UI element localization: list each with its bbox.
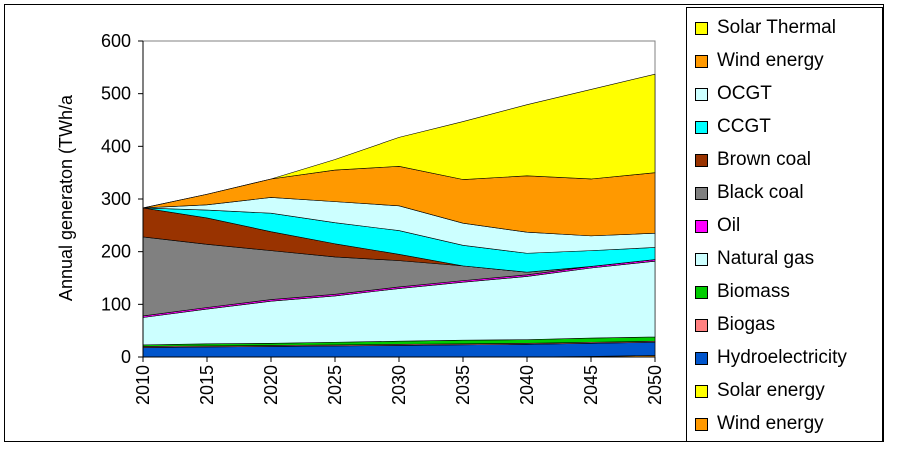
legend-swatch (695, 384, 708, 398)
legend-swatch (695, 87, 708, 101)
legend-item: Hydroelectricity (695, 343, 847, 373)
legend-item: Natural gas (695, 244, 814, 274)
legend-item: Brown coal (695, 145, 811, 175)
legend-item: Biomass (695, 277, 790, 307)
legend-label: Wind energy (717, 50, 824, 71)
legend-swatch (695, 219, 708, 233)
legend-item: CCGT (695, 112, 771, 142)
y-tick-label: 300 (101, 189, 131, 209)
legend-item: Black coal (695, 178, 804, 208)
legend-item: Biogas (695, 310, 775, 340)
legend-swatch (695, 153, 708, 167)
legend-label: Hydroelectricity (717, 347, 847, 368)
legend-swatch (695, 285, 708, 299)
y-tick-label: 200 (101, 242, 131, 262)
y-tick-label: 500 (101, 84, 131, 104)
x-tick-label: 2035 (453, 365, 473, 405)
legend-swatch (695, 417, 708, 431)
legend-swatch (695, 351, 708, 365)
y-axis-title: Annual generaton (TWh/a (56, 94, 76, 301)
legend-item: OCGT (695, 79, 772, 109)
legend-swatch (695, 318, 708, 332)
legend-swatch (695, 21, 708, 35)
x-tick-label: 2045 (581, 365, 601, 405)
legend-item: Oil (695, 211, 740, 241)
legend-item: Solar Thermal (695, 13, 836, 43)
legend-item: Solar energy (695, 376, 825, 406)
x-tick-label: 2025 (325, 365, 345, 405)
legend: Solar Thermal Wind energy OCGT CCGT Brown co… (686, 7, 883, 442)
legend-label: Solar energy (717, 380, 825, 401)
legend-swatch (695, 186, 708, 200)
y-tick-label: 0 (121, 347, 131, 367)
x-tick-label: 2015 (197, 365, 217, 405)
legend-label: Biomass (717, 281, 790, 302)
legend-swatch (695, 120, 708, 134)
area-solar-thermal-12 (142, 73, 656, 209)
legend-label: Wind energy (717, 413, 824, 434)
legend-label: Solar Thermal (717, 17, 836, 38)
legend-label: CCGT (717, 116, 771, 137)
y-tick-label: 100 (101, 294, 131, 314)
x-tick-label: 2050 (645, 365, 665, 405)
legend-item: Wind energy (695, 409, 824, 439)
area-series-group (142, 40, 656, 358)
legend-item: Wind energy (695, 46, 824, 76)
legend-label: OCGT (717, 83, 772, 104)
axes-group: 0 100 200 300 400 500 600 2010 2015 2020 2025 2030 2… (101, 31, 665, 405)
legend-label: Oil (717, 215, 741, 236)
x-tick-label: 2020 (261, 365, 281, 405)
legend-swatch (695, 252, 708, 266)
x-tick-label: 2040 (517, 365, 537, 405)
y-tick-label: 600 (101, 31, 131, 51)
legend-label: Natural gas (717, 248, 815, 269)
legend-label: Biogas (717, 314, 776, 335)
legend-label: Black coal (717, 182, 804, 203)
x-tick-label: 2030 (389, 365, 409, 405)
x-tick-label: 2010 (133, 365, 153, 405)
legend-label: Brown coal (717, 149, 811, 170)
legend-swatch (695, 54, 708, 68)
y-tick-label: 400 (101, 136, 131, 156)
